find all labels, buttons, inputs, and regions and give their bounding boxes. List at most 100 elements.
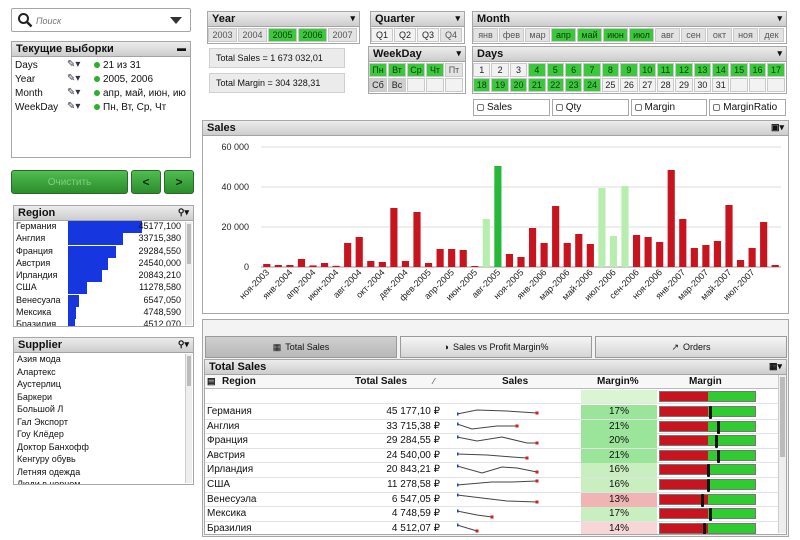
- list-cell[interactable]: Q2: [394, 28, 416, 42]
- scrollbar[interactable]: [778, 375, 786, 533]
- list-cell[interactable]: окт: [707, 28, 732, 42]
- bar[interactable]: [390, 208, 398, 267]
- list-cell[interactable]: 21: [528, 78, 546, 92]
- bar[interactable]: [332, 265, 340, 267]
- table-row[interactable]: США 11 278,58 ₽ 16%: [205, 477, 780, 493]
- checkbox-qty[interactable]: Qty: [551, 99, 629, 116]
- list-cell[interactable]: Вс: [388, 78, 406, 92]
- eraser-icon[interactable]: ✎▾: [67, 73, 81, 84]
- bar[interactable]: [471, 266, 479, 267]
- search-menu-icon[interactable]: ⚲▾: [177, 339, 189, 349]
- list-item[interactable]: Доктор Банхофф: [17, 441, 89, 452]
- bar[interactable]: [286, 265, 294, 267]
- chevron-down-icon[interactable]: ▾: [777, 48, 782, 58]
- list-cell[interactable]: Ср: [407, 63, 425, 77]
- table-menu-icon[interactable]: ▦▾: [768, 361, 782, 371]
- header-region[interactable]: Region: [222, 376, 256, 387]
- list-cell[interactable]: 12: [675, 63, 693, 77]
- list-item[interactable]: США 11278,580: [14, 282, 193, 295]
- back-button[interactable]: <: [131, 170, 161, 194]
- list-cell[interactable]: 2005: [268, 28, 297, 42]
- list-cell[interactable]: дек: [759, 28, 784, 42]
- list-cell[interactable]: 1: [473, 63, 491, 77]
- forward-button[interactable]: >: [164, 170, 194, 194]
- list-cell[interactable]: авг: [655, 28, 680, 42]
- header-margin-pct[interactable]: Margin%: [597, 376, 639, 387]
- list-cell[interactable]: 2004: [238, 28, 267, 42]
- list-cell[interactable]: Q1: [371, 28, 393, 42]
- table-row[interactable]: Мексика 4 748,59 ₽ 17%: [205, 507, 780, 522]
- bar[interactable]: [540, 243, 548, 267]
- list-cell[interactable]: 22: [546, 78, 564, 92]
- list-cell[interactable]: сен: [681, 28, 706, 42]
- header-sales[interactable]: Sales: [502, 376, 529, 387]
- eraser-icon[interactable]: ✎▾: [67, 87, 81, 98]
- chevron-down-icon[interactable]: ▾: [456, 48, 461, 58]
- table-row[interactable]: Венесуэла 6 547,05 ₽ 13%: [205, 492, 780, 508]
- bar[interactable]: [563, 243, 571, 267]
- list-item[interactable]: Бразилия 4512,070: [14, 319, 193, 326]
- list-item[interactable]: Азия мода: [17, 354, 61, 364]
- list-cell[interactable]: 31: [712, 78, 730, 92]
- bar[interactable]: [760, 222, 768, 267]
- list-cell[interactable]: 27: [638, 78, 656, 92]
- list-cell[interactable]: Сб: [369, 78, 387, 92]
- list-cell[interactable]: 30: [693, 78, 712, 92]
- bar[interactable]: [309, 265, 317, 267]
- list-cell[interactable]: Q3: [417, 28, 439, 42]
- list-item[interactable]: Ирландия 20843,210: [14, 270, 193, 283]
- list-item[interactable]: Германия 45177,100: [14, 221, 193, 233]
- tab-orders[interactable]: ↗ Orders: [595, 336, 787, 358]
- chart-menu-icon[interactable]: ▣▾: [770, 122, 784, 132]
- sort-icon[interactable]: ⁄: [433, 377, 435, 386]
- bar[interactable]: [436, 249, 444, 267]
- list-cell[interactable]: Пн: [369, 63, 387, 77]
- checkbox-marginratio[interactable]: MarginRatio: [709, 99, 786, 116]
- table-row[interactable]: Австрия 24 540,00 ₽ 21%: [205, 448, 780, 464]
- list-cell[interactable]: [445, 78, 463, 92]
- bar[interactable]: [274, 265, 282, 267]
- list-item[interactable]: Австрия 24540,000: [14, 257, 193, 270]
- list-cell[interactable]: май: [577, 28, 602, 42]
- list-cell[interactable]: 2006: [298, 28, 327, 42]
- bar[interactable]: [505, 254, 514, 267]
- bar[interactable]: [736, 260, 745, 267]
- list-cell[interactable]: 2003: [208, 28, 237, 42]
- list-cell[interactable]: 28: [656, 78, 675, 92]
- list-item[interactable]: Алартекс: [17, 366, 56, 377]
- bar[interactable]: [621, 186, 629, 267]
- list-cell[interactable]: мар: [525, 28, 550, 42]
- list-cell[interactable]: апр: [551, 28, 576, 42]
- header-total-sales[interactable]: Total Sales: [355, 376, 408, 387]
- list-cell[interactable]: [730, 78, 748, 92]
- list-cell[interactable]: 10: [638, 63, 656, 77]
- list-cell[interactable]: 24: [583, 78, 601, 92]
- list-cell[interactable]: [767, 78, 785, 92]
- bar[interactable]: [263, 264, 271, 267]
- list-cell[interactable]: фев: [499, 28, 524, 42]
- list-item[interactable]: Аустерлиц: [17, 379, 61, 389]
- list-cell[interactable]: Чт: [426, 63, 444, 77]
- bar[interactable]: [552, 206, 560, 267]
- bar[interactable]: [378, 262, 386, 267]
- bar[interactable]: [401, 261, 410, 267]
- list-cell[interactable]: 13: [693, 63, 712, 77]
- list-cell[interactable]: [426, 78, 444, 92]
- bar[interactable]: [424, 263, 433, 267]
- bar[interactable]: [644, 237, 652, 267]
- list-item[interactable]: Гал Экспорт: [17, 416, 68, 427]
- list-cell[interactable]: 7: [583, 63, 601, 77]
- bar[interactable]: [725, 205, 733, 267]
- search-input[interactable]: [36, 13, 166, 28]
- list-cell[interactable]: 19: [491, 78, 509, 92]
- list-item[interactable]: Англия 33715,380: [14, 233, 193, 246]
- list-cell[interactable]: янв: [473, 28, 498, 42]
- bar[interactable]: [748, 248, 756, 267]
- checkbox-margin[interactable]: Margin: [630, 99, 708, 116]
- chevron-down-icon[interactable]: [170, 17, 182, 28]
- bar[interactable]: [598, 188, 606, 267]
- eraser-icon[interactable]: ✎▾: [67, 101, 81, 112]
- list-cell[interactable]: 26: [620, 78, 638, 92]
- list-cell[interactable]: 2007: [328, 28, 357, 42]
- bar[interactable]: [344, 243, 352, 267]
